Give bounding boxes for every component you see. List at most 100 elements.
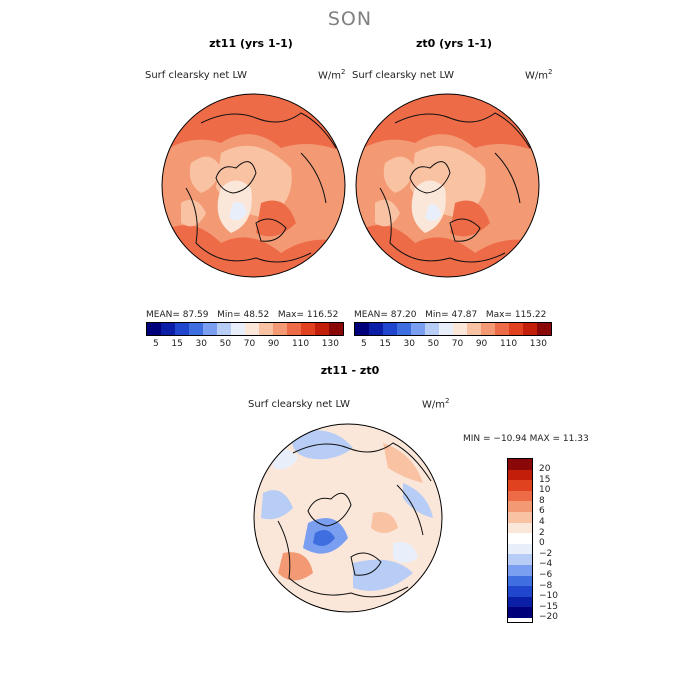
figure-season-title: SON	[327, 8, 373, 30]
panel3-field-label: Surf clearsky net LW	[248, 399, 351, 410]
panel1-colorbar-swatch-5	[217, 323, 231, 335]
panel3-colorbar-swatch-0	[508, 459, 532, 470]
panel2-colorbar-swatch-5	[425, 323, 439, 335]
panel3-colorbar-tick-label: −10	[539, 591, 558, 602]
panel2-frame	[355, 93, 540, 278]
panel3-colorbar-tick-label: 15	[539, 474, 551, 485]
panel2-stat-max: Max= 115.22	[485, 310, 547, 320]
panel3-stats-minmax: MIN = −10.94 MAX = 11.33	[463, 434, 589, 444]
panel2-colorbar-swatch-11	[509, 323, 523, 335]
panel3-colorbar-swatch-8	[508, 543, 532, 555]
panel1-colorbar-swatch-11	[301, 323, 315, 335]
panel3-colorbar-tick-label: −15	[539, 601, 558, 612]
panel2-colorbar-tick-label: 30	[403, 339, 415, 349]
panel3-field-neg-south	[353, 559, 413, 591]
panel3-colorbar-tick-label: 6	[539, 506, 545, 517]
panel3-colorbar-swatches	[507, 458, 533, 623]
panel3-colorbar-swatch-13	[508, 596, 532, 608]
panel3-coastlines	[277, 442, 432, 598]
panel1-colorbar-tick-label: 15	[171, 339, 183, 349]
panel1-coastlines	[185, 112, 337, 263]
panel1-frame	[161, 93, 346, 278]
panel3-colorbar-swatch-9	[508, 554, 532, 565]
panel3-colorbar-tick-label: 2	[539, 527, 545, 538]
panel2-colorbar-swatch-2	[383, 323, 397, 335]
panel3-colorbar-swatch-12	[508, 586, 532, 597]
panel1-colorbar-tick-label: 5	[153, 339, 159, 349]
panel3-colorbar-swatch-14	[508, 607, 532, 618]
panel3-field-pos-mid	[371, 512, 398, 533]
panel2-colorbar-tick-label: 70	[451, 339, 464, 349]
panel3-field-pos-southwest	[278, 552, 313, 581]
panel2-field-high-north	[356, 94, 539, 153]
panel2-colorbar-tick-label: 50	[427, 339, 440, 349]
panel1-field-label: Surf clearsky net LW	[145, 70, 248, 81]
panel2-stat-min: Min= 47.87	[425, 310, 478, 320]
panel3-field-neg-west	[261, 490, 293, 520]
panel3-colorbar-swatch-6	[508, 522, 532, 534]
panel2-colorbar-swatch-1	[369, 323, 383, 335]
panel1-colorbar-swatch-8	[259, 323, 273, 335]
panel2-title: zt0 (yrs 1-1)	[415, 37, 493, 50]
panel3-colorbar-tick-label: 20	[539, 464, 551, 474]
panel1-stat-mean: MEAN= 87.59	[146, 310, 209, 320]
panel1-colorbar-tick-label: 70	[243, 339, 256, 349]
panel2-colorbar-swatch-13	[537, 323, 551, 335]
panel1-colorbar-tick-label: 50	[219, 339, 232, 349]
panel2-colorbar-ticks: 5 15 30 50 70 90 110 130	[361, 339, 547, 349]
panel3-colorbar-swatch-10	[508, 564, 532, 576]
panel1-colorbar-tick-label: 130	[321, 339, 339, 349]
panel2-colorbar-tick-label: 15	[379, 339, 391, 349]
panel1-field-min	[229, 201, 247, 221]
panel3-colorbar-tick-label: −6	[539, 569, 553, 580]
panel3-units: W/m2	[422, 397, 450, 411]
panel3-frame	[253, 423, 443, 613]
panel2-colorbar-tick-label: 5	[361, 339, 367, 349]
panel1-colorbar-swatch-10	[287, 323, 301, 335]
panel3-colorbar-tick-label: −2	[539, 548, 553, 559]
panel1-field-patches	[181, 156, 221, 227]
panel2-colorbar-swatch-0	[355, 323, 369, 335]
panel1-colorbar-ticks: 5 15 30 50 70 90 110 130	[153, 339, 339, 349]
panel3-colorbar-swatch-7	[508, 533, 532, 544]
panel2-field-min	[425, 204, 441, 221]
panel3-colorbar-tick-label: −8	[539, 580, 553, 591]
panel2-stats: MEAN= 87.20 Min= 47.87 Max= 115.22	[354, 310, 546, 320]
panel3-field-neg-east	[403, 483, 433, 518]
panel3-colorbar-tick-label: 4	[539, 516, 545, 527]
panel3-colorbar: 20 15 10 8 6 4 2 0 −2 −4 −6 −8 −10 −15 −20	[507, 458, 558, 623]
panel1-polar-map	[161, 93, 346, 278]
panel3-colorbar-swatch-4	[508, 501, 532, 512]
panel3-colorbar-ticks: 20 15 10 8 6 4 2 0 −2 −4 −6 −8 −10 −15 −20	[539, 464, 558, 623]
panel2-colorbar-swatch-7	[453, 323, 467, 335]
panel2-colorbar-swatch-10	[495, 323, 509, 335]
panel1-stats: MEAN= 87.59 Min= 48.52 Max= 116.52	[146, 310, 338, 320]
panel2-colorbar-swatch-8	[467, 323, 481, 335]
panel1-stat-min: Min= 48.52	[217, 310, 270, 320]
panel3-field-neg-north	[292, 430, 353, 460]
panel3-colorbar-swatch-3	[508, 490, 532, 502]
panel2-colorbar-swatch-3	[397, 323, 411, 335]
panel2-units: W/m2	[525, 68, 553, 82]
panel3-colorbar-tick-label: −4	[539, 559, 553, 570]
panel3-colorbar-swatch-5	[508, 511, 532, 523]
panel3-field-pos-northeast	[383, 443, 423, 483]
panel2-stat-mean: MEAN= 87.20	[354, 310, 417, 320]
panel2-colorbar-tick-label: 130	[529, 339, 547, 349]
panel3-colorbar-swatch-2	[508, 480, 532, 491]
panel3-colorbar-tick-label: 8	[539, 495, 545, 506]
panel1-colorbar-tick-label: 30	[195, 339, 207, 349]
panel1-units: W/m2	[318, 68, 346, 82]
panel3-colorbar-tick-label: 0	[539, 538, 545, 549]
panel3-colorbar-swatch-11	[508, 575, 532, 587]
panel2-colorbar-swatch-6	[439, 323, 453, 335]
panel2-colorbar-tick-label: 110	[499, 339, 518, 349]
panel3-colorbar-swatch-1	[508, 469, 532, 481]
panel2-field-patches	[375, 156, 415, 227]
panel2-colorbar-swatches	[354, 322, 552, 336]
panel2-colorbar-swatch-12	[523, 323, 537, 335]
panel3-polar-map	[253, 423, 443, 613]
panel2-colorbar: 5 15 30 50 70 90 110 130	[354, 322, 552, 349]
panel1-colorbar: 5 15 30 50 70 90 110 130	[146, 322, 344, 349]
panel1-colorbar-tick-label: 110	[291, 339, 310, 349]
